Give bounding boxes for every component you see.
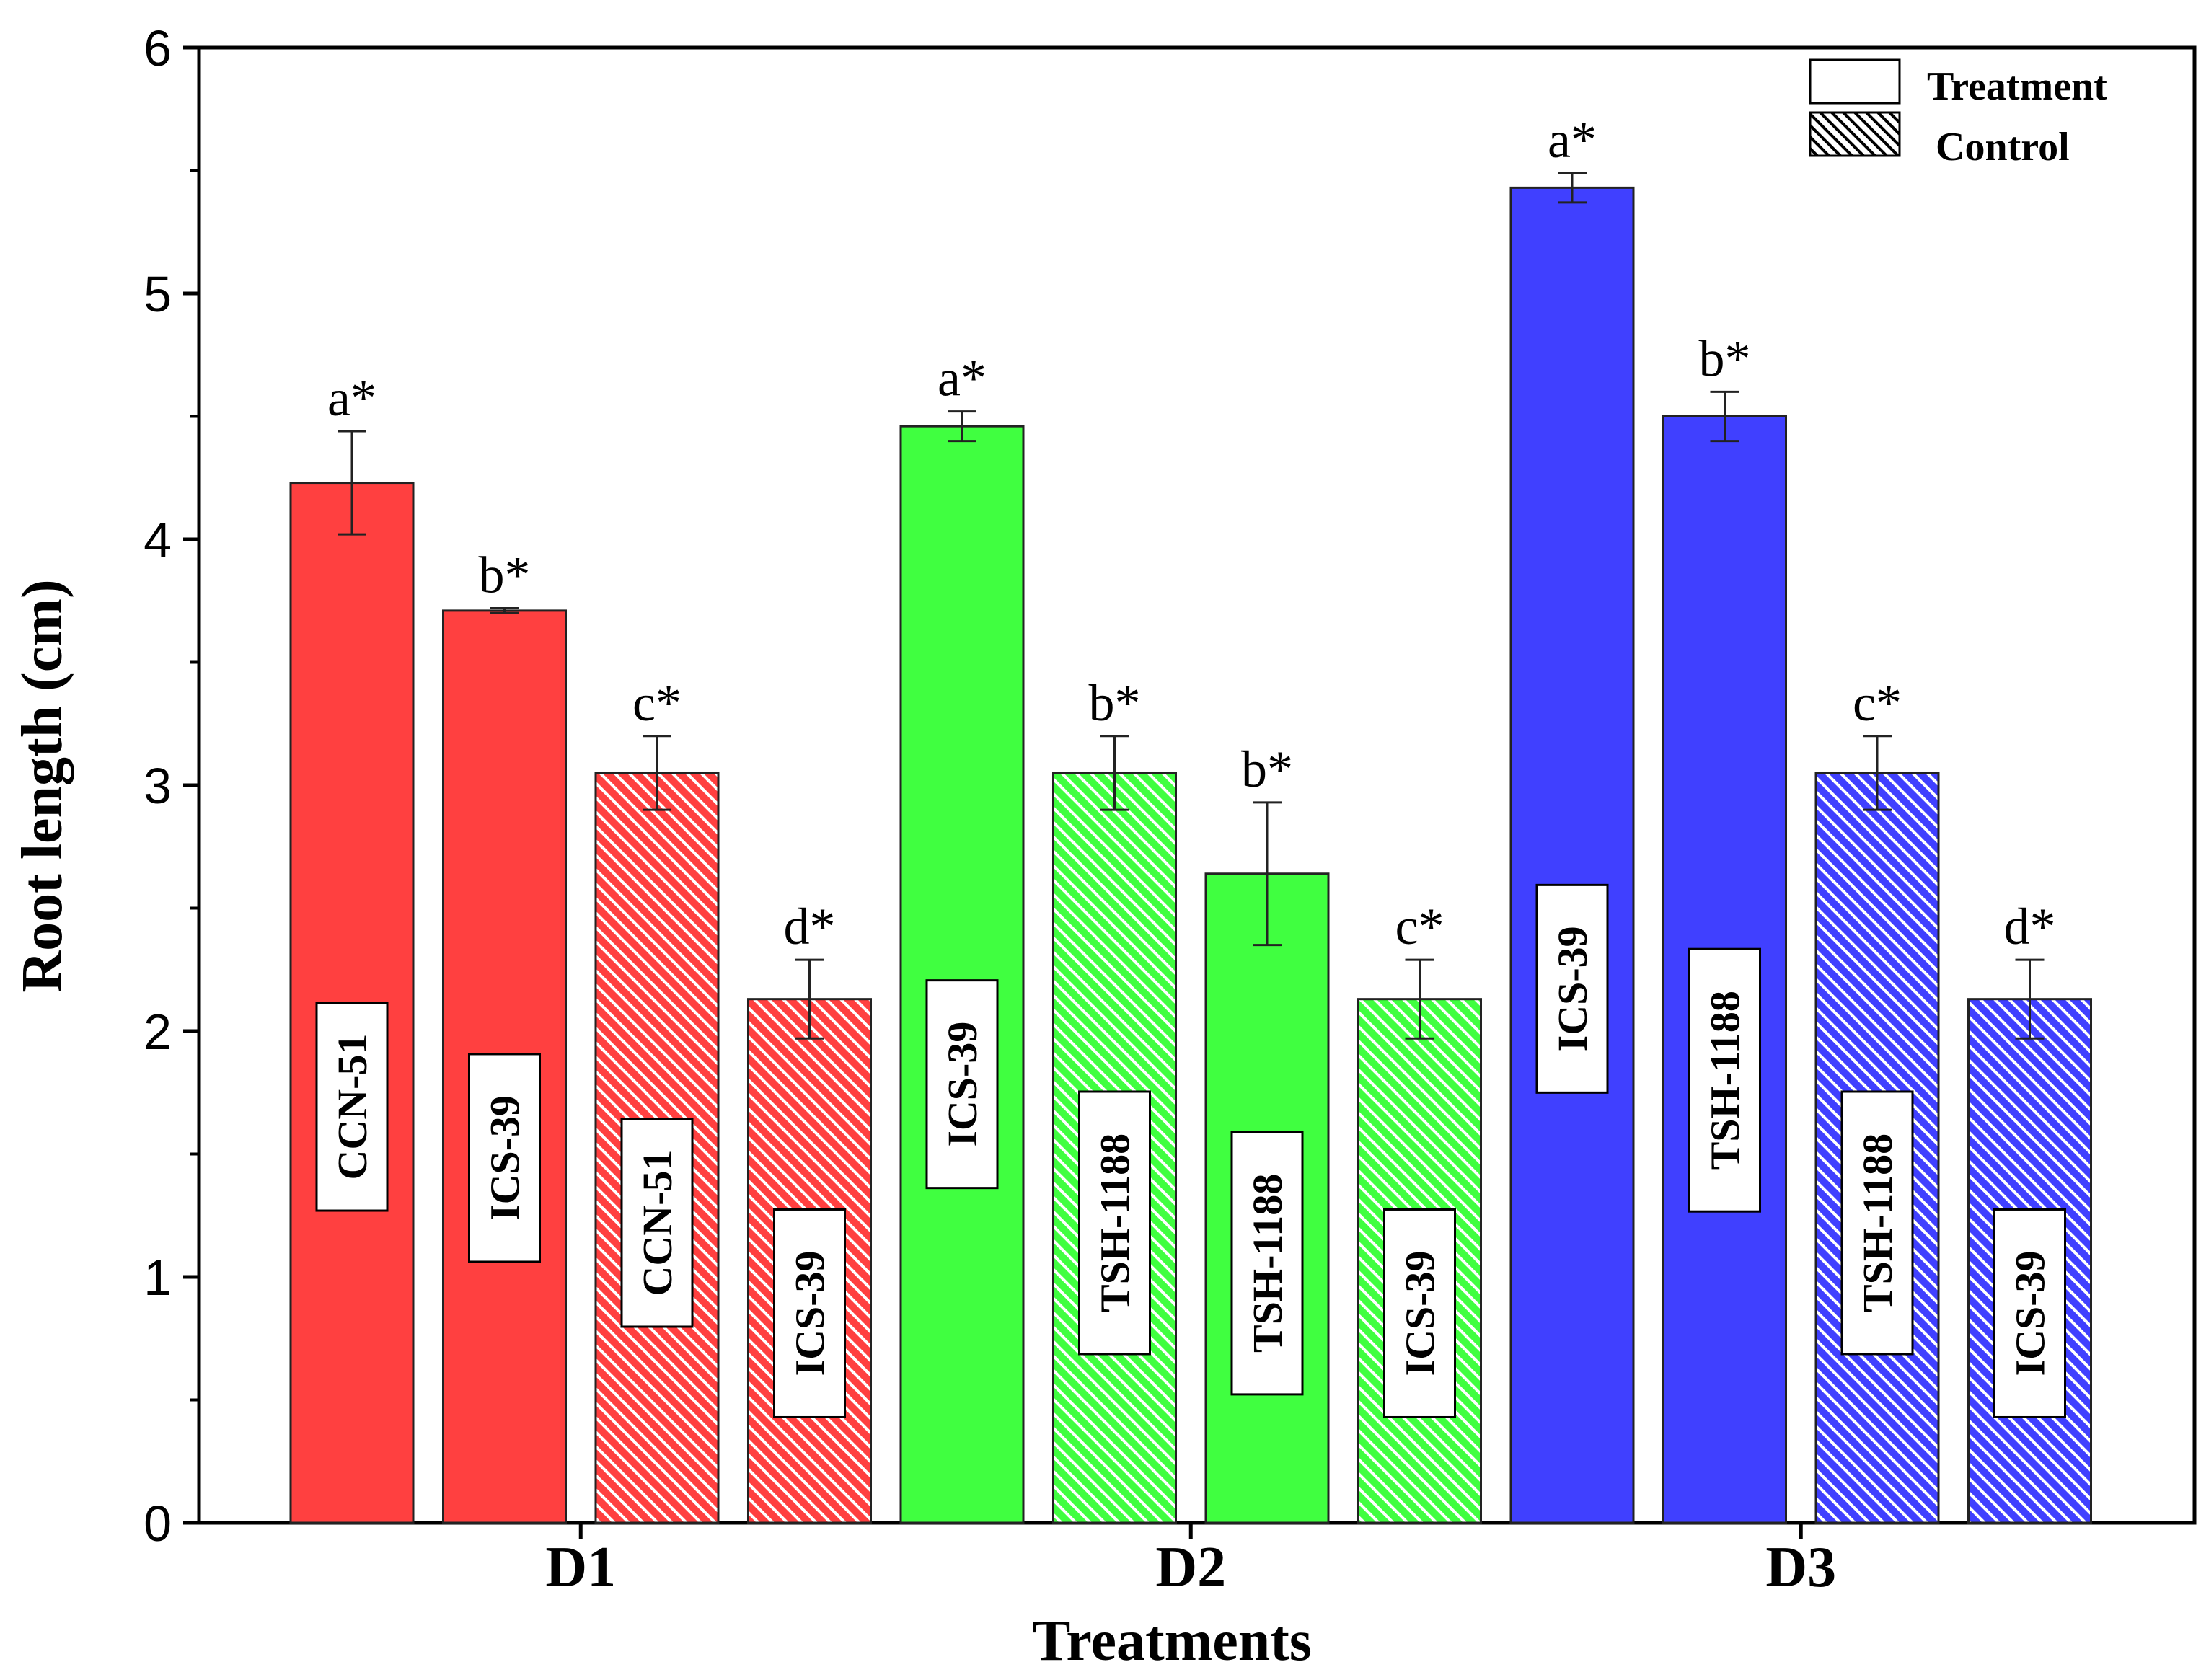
y-tick-label: 0 — [144, 1495, 172, 1552]
bar-label: ICS-39 — [939, 1022, 986, 1147]
legend: Treatment Control — [1809, 58, 2107, 169]
significance-label: b* — [479, 546, 531, 604]
y-axis: 0 1 2 3 4 5 6 — [144, 20, 199, 1552]
bar-label-box — [1230, 1131, 1304, 1396]
x-group-label: D2 — [1155, 1536, 1226, 1599]
bars: a* CCN-51 b* ICS-39 c* CCN-51 d* ICS-39 a* ICS-39… — [289, 111, 2092, 1524]
bar-label-box — [1688, 947, 1761, 1213]
y-tick-label: 6 — [144, 20, 172, 76]
significance-label: c* — [1853, 674, 1902, 732]
significance-label: c* — [632, 674, 682, 732]
significance-label: a* — [938, 350, 987, 407]
bar — [1509, 186, 1635, 1524]
y-tick-label: 4 — [144, 512, 172, 568]
significance-label: d* — [2004, 898, 2056, 955]
bar-label: ICS-39 — [482, 1095, 529, 1221]
significance-label: a* — [327, 369, 376, 427]
x-group-label: D3 — [1765, 1536, 1836, 1599]
significance-label: d* — [784, 898, 836, 955]
bar-label: TSH-1188 — [1092, 1133, 1139, 1312]
legend-label-control: Control — [1936, 125, 2070, 169]
y-tick-label: 3 — [144, 758, 172, 814]
bar-label-box — [468, 1053, 541, 1263]
bar-label-box — [1993, 1208, 2066, 1418]
y-tick-label: 1 — [144, 1250, 172, 1306]
x-axis-group-labels: D1 D2 D3 — [545, 1523, 1836, 1599]
bar-label: ICS-39 — [1549, 926, 1596, 1051]
bar-label-box — [773, 1208, 846, 1418]
significance-label: b* — [1699, 330, 1751, 387]
significance-label: b* — [1089, 674, 1141, 732]
bar-label: TSH-1188 — [1854, 1133, 1901, 1312]
bar-label-box — [620, 1118, 694, 1328]
y-tick-label: 5 — [144, 266, 172, 322]
bar-label-box — [1078, 1090, 1151, 1356]
y-axis-title: Root length (cm) — [11, 579, 74, 992]
significance-label: c* — [1395, 898, 1444, 955]
x-group-label: D1 — [545, 1536, 616, 1599]
bar-label-box — [925, 979, 999, 1190]
bar-label: CCN-51 — [329, 1034, 376, 1180]
legend-swatch-control — [1809, 111, 1901, 157]
bar — [899, 425, 1025, 1524]
legend-swatch-treatment — [1809, 58, 1901, 105]
legend-label-treatment: Treatment — [1927, 64, 2107, 109]
bar-label-box — [1535, 883, 1609, 1094]
bar-label: TSH-1188 — [1702, 991, 1749, 1170]
bar-label: CCN-51 — [634, 1149, 681, 1296]
bar-label-box — [315, 1002, 389, 1212]
bar-label: ICS-39 — [1397, 1250, 1444, 1376]
bar-label: ICS-39 — [787, 1250, 834, 1376]
significance-label: b* — [1241, 740, 1293, 798]
x-axis-title: Treatments — [1032, 1609, 1312, 1673]
bar-label: ICS-39 — [2007, 1250, 2054, 1376]
bar-label-box — [1383, 1208, 1456, 1418]
significance-label: a* — [1548, 111, 1597, 169]
bar-label: TSH-1188 — [1244, 1174, 1291, 1353]
bar-label-box — [1840, 1090, 1914, 1356]
y-tick-label: 2 — [144, 1004, 172, 1060]
